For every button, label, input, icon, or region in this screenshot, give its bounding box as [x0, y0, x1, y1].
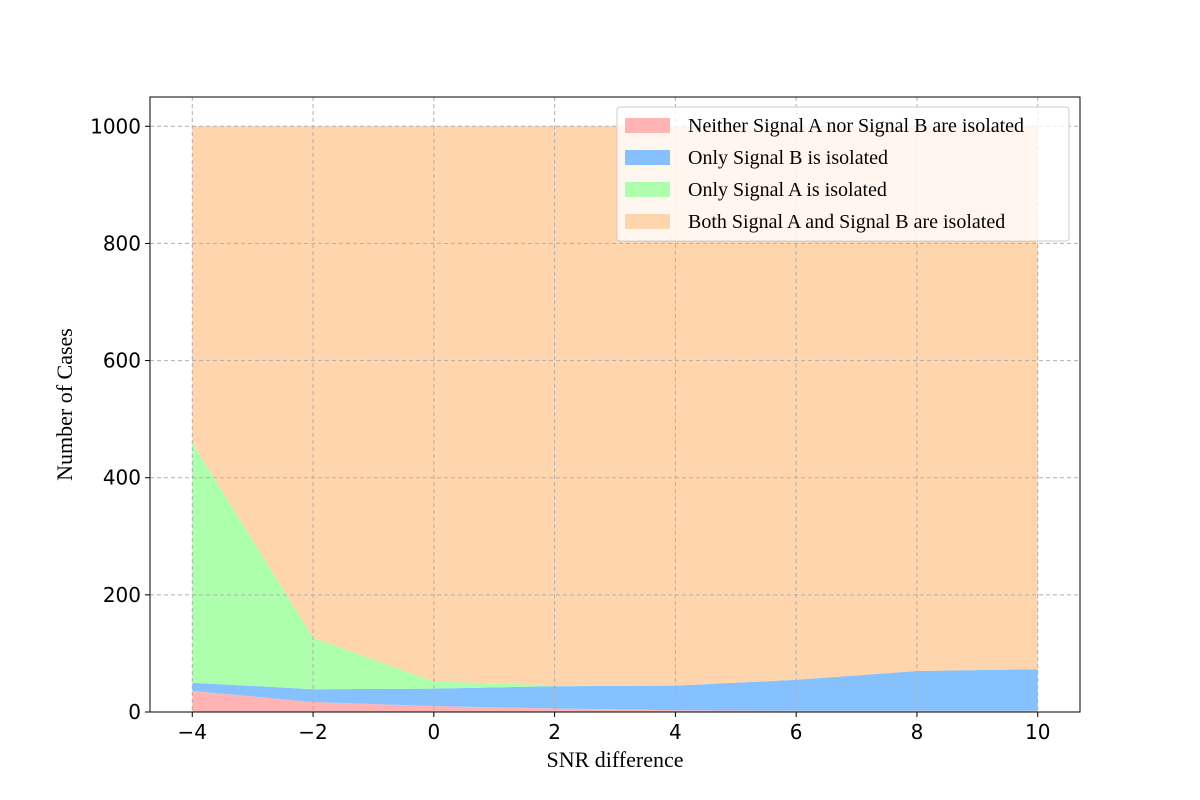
legend: Neither Signal A nor Signal B are isolat… [616, 106, 1070, 242]
legend-label: Both Signal A and Signal B are isolated [688, 211, 1005, 233]
area-series-1 [192, 690, 1038, 712]
legend-swatch [625, 118, 670, 133]
x-tick-label: 6 [790, 720, 803, 744]
x-tick-label: 0 [427, 720, 440, 744]
area-series-4 [192, 126, 1038, 686]
x-axis-ticks: −4 −2 0 2 4 6 8 10 [178, 712, 1050, 744]
grid-lines [150, 97, 1080, 713]
x-tick-label: 2 [548, 720, 561, 744]
legend-box [616, 106, 1070, 242]
legend-label: Only Signal B is isolated [688, 147, 888, 169]
x-axis-label: SNR difference [546, 747, 683, 772]
x-tick-label: 8 [911, 720, 924, 744]
plot-frame [149, 96, 1081, 713]
y-tick-label: 1000 [90, 114, 141, 138]
legend-swatch [625, 182, 670, 197]
legend-label: Only Signal A is isolated [688, 179, 887, 201]
y-tick-label: 0 [128, 700, 141, 724]
x-tick-label: 4 [669, 720, 682, 744]
area-series-2 [192, 669, 1038, 711]
y-axis-label: Number of Cases [52, 328, 77, 481]
y-tick-label: 600 [103, 349, 141, 373]
x-tick-label: 10 [1025, 720, 1050, 744]
area-series-group [192, 126, 1038, 712]
y-tick-label: 400 [103, 466, 141, 490]
x-tick-label: −4 [178, 720, 207, 744]
legend-label: Neither Signal A nor Signal B are isolat… [688, 115, 1024, 137]
x-tick-label: −2 [298, 720, 327, 744]
area-series-3 [192, 442, 1038, 690]
y-tick-label: 200 [103, 583, 141, 607]
legend-swatch [625, 214, 670, 229]
y-axis-ticks: 0 200 400 600 800 1000 [90, 114, 150, 724]
y-tick-label: 800 [103, 231, 141, 255]
legend-swatch [625, 150, 670, 165]
